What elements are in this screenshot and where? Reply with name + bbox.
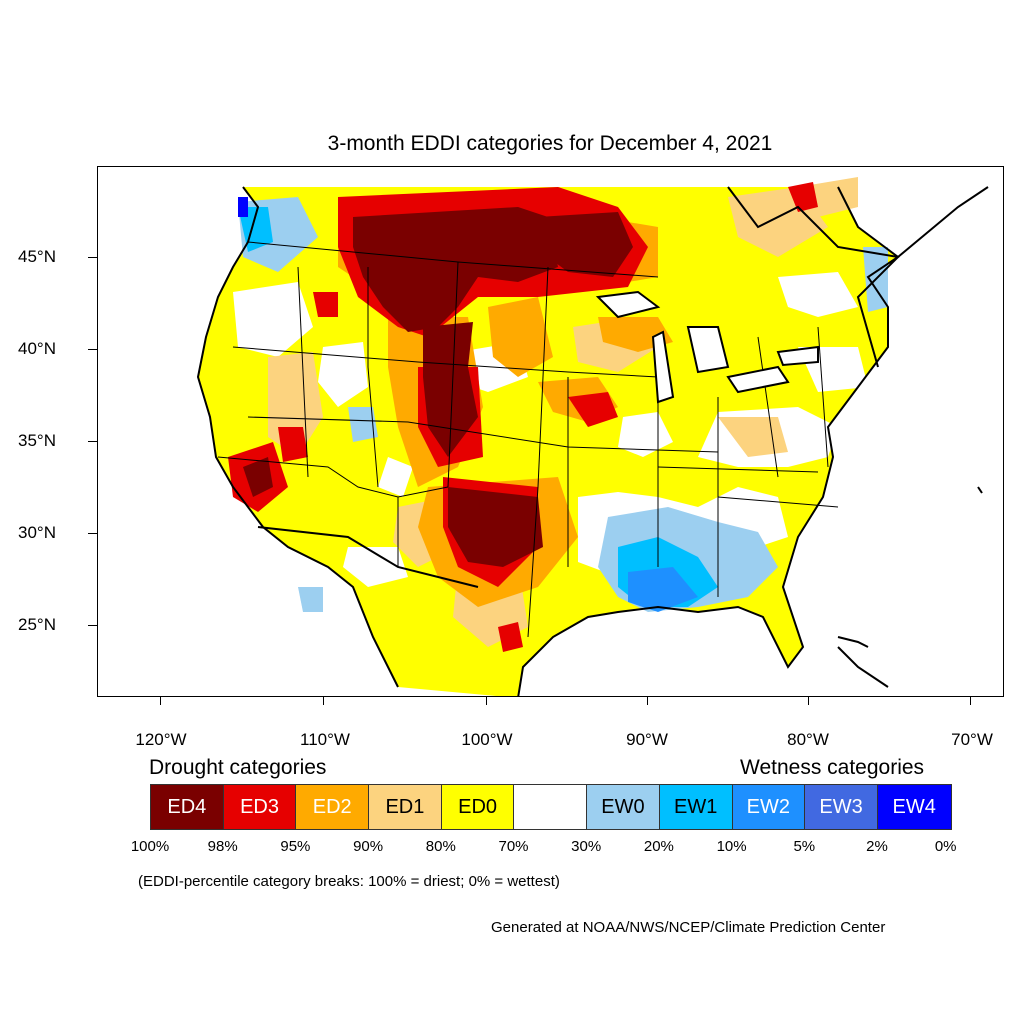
- lon-tick: [486, 696, 487, 705]
- percentile-label: 2%: [866, 838, 888, 855]
- lon-label-70: 70°W: [951, 730, 993, 749]
- lon-label-120: 120°W: [135, 730, 187, 749]
- legend-swatch-ed2: ED2: [296, 785, 370, 829]
- legend-swatch-ed4: ED4: [151, 785, 224, 829]
- lon-tick: [160, 696, 161, 705]
- lon-tick: [808, 696, 809, 705]
- coastline: [196, 186, 900, 696]
- lat-label-25: 25°N: [18, 615, 56, 634]
- lat-label-45: 45°N: [18, 247, 56, 266]
- eddi-map: [196, 177, 989, 696]
- lon-tick: [970, 696, 971, 705]
- percentile-label: 5%: [793, 838, 816, 855]
- lon-label-80: 80°W: [787, 730, 829, 749]
- percentile-label: 80%: [425, 838, 456, 855]
- lat-tick: [88, 533, 97, 534]
- legend-swatch-ed1: ED1: [369, 785, 442, 829]
- percentile-label: 90%: [353, 838, 384, 855]
- lon-tick: [323, 696, 324, 705]
- lon-tick: [647, 696, 648, 705]
- credit-line: Generated at NOAA/NWS/NCEP/Climate Predi…: [491, 919, 886, 936]
- drought-categories-heading: Drought categories: [149, 756, 327, 779]
- lat-label-40: 40°N: [18, 339, 56, 358]
- lat-tick: [88, 441, 97, 442]
- percentile-label: 30%: [571, 838, 602, 855]
- map-panel: [97, 166, 1004, 697]
- percentile-label: 95%: [280, 838, 311, 855]
- lat-tick: [88, 257, 97, 258]
- lon-label-110: 110°W: [300, 730, 350, 749]
- great-lakes: [595, 290, 819, 404]
- wet-regions: [238, 197, 888, 612]
- map-title: 3-month EDDI categories for December 4, …: [327, 132, 773, 155]
- lon-label-90: 90°W: [626, 730, 668, 749]
- percentile-label: 100%: [130, 838, 170, 855]
- legend-swatch-ew0: EW0: [587, 785, 660, 829]
- national-borders: [257, 186, 989, 688]
- percentile-label: 98%: [207, 838, 238, 855]
- legend-swatch-ew1: EW1: [659, 785, 733, 829]
- percentile-label: 0%: [934, 838, 957, 855]
- lon-label-100: 100°W: [461, 730, 513, 749]
- wetness-categories-heading: Wetness categories: [740, 756, 925, 779]
- legend-swatch-ew4: EW4: [877, 785, 951, 829]
- ed4-regions: [243, 207, 633, 567]
- lat-tick: [88, 625, 97, 626]
- legend-swatch-ew3: EW3: [805, 785, 878, 829]
- lat-label-35: 35°N: [18, 431, 56, 450]
- legend-swatch-normal: [514, 785, 588, 829]
- state-boundaries: [217, 241, 839, 638]
- legend-swatch-ew2: EW2: [732, 785, 806, 829]
- legend-swatch-ed3: ED3: [223, 785, 297, 829]
- category-breaks-note: (EDDI-percentile category breaks: 100% =…: [138, 873, 560, 890]
- legend-swatch-ed0: ED0: [441, 785, 515, 829]
- lat-label-30: 30°N: [18, 523, 56, 542]
- category-legend: ED4 ED3 ED2 ED1 ED0 EW0 EW1 EW2 EW3 EW4: [150, 784, 952, 830]
- percentile-label: 10%: [716, 838, 747, 855]
- percentile-label: 20%: [643, 838, 674, 855]
- lat-tick: [88, 349, 97, 350]
- percentile-label: 70%: [498, 838, 529, 855]
